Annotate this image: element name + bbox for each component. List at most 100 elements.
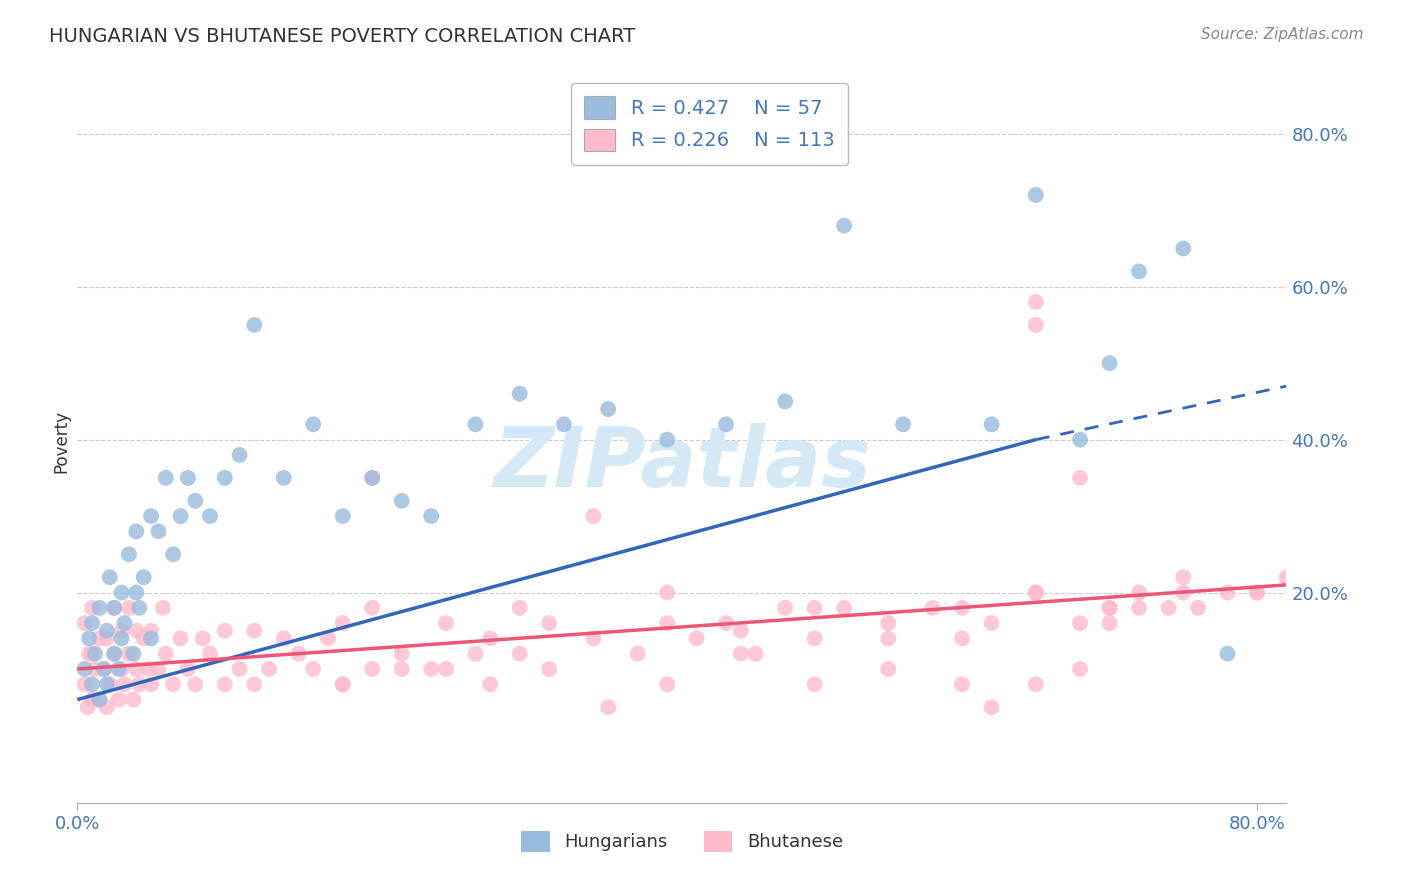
Point <box>198 647 221 661</box>
Point <box>122 692 145 706</box>
Point <box>114 616 136 631</box>
Point <box>434 616 457 631</box>
Point <box>118 647 141 661</box>
Point <box>73 677 96 691</box>
Point <box>103 600 125 615</box>
Point <box>114 677 136 691</box>
Point <box>89 692 111 706</box>
Point <box>332 677 354 691</box>
Point <box>110 662 132 676</box>
Point <box>287 647 309 661</box>
Point <box>152 600 174 615</box>
Point <box>243 624 266 638</box>
Point <box>128 677 150 691</box>
Point <box>1025 585 1047 599</box>
Point <box>198 509 221 524</box>
Point <box>125 624 148 638</box>
Point <box>950 677 973 691</box>
Point <box>89 632 111 646</box>
Point <box>509 647 531 661</box>
Point <box>84 647 107 661</box>
Point <box>803 632 825 646</box>
Point <box>228 448 250 462</box>
Point <box>657 585 679 599</box>
Point <box>479 632 502 646</box>
Point <box>93 662 115 676</box>
Point <box>80 677 103 691</box>
Point <box>139 624 162 638</box>
Point <box>1025 295 1047 310</box>
Point <box>877 632 900 646</box>
Point <box>832 600 855 615</box>
Point <box>257 662 280 676</box>
Point <box>96 624 118 638</box>
Point <box>132 632 155 646</box>
Point <box>1098 600 1121 615</box>
Point <box>273 632 295 646</box>
Point <box>125 662 148 676</box>
Point <box>773 394 796 409</box>
Point <box>125 585 148 599</box>
Point <box>509 600 531 615</box>
Point <box>184 493 207 508</box>
Point <box>155 471 177 485</box>
Point <box>553 417 575 432</box>
Point <box>96 632 118 646</box>
Point <box>77 647 100 661</box>
Point <box>391 493 413 508</box>
Point <box>832 219 855 233</box>
Point <box>744 647 766 661</box>
Point <box>730 647 752 661</box>
Point <box>361 662 384 676</box>
Point <box>1246 585 1268 599</box>
Point <box>1216 647 1239 661</box>
Point <box>80 692 103 706</box>
Point <box>538 616 561 631</box>
Point <box>657 616 679 631</box>
Point <box>177 471 200 485</box>
Point <box>148 662 170 676</box>
Point <box>139 509 162 524</box>
Point <box>950 600 973 615</box>
Point <box>1173 570 1195 584</box>
Point <box>84 662 107 676</box>
Point <box>332 677 354 691</box>
Point <box>73 662 96 676</box>
Point <box>538 662 561 676</box>
Point <box>93 662 115 676</box>
Point <box>1098 600 1121 615</box>
Point <box>950 632 973 646</box>
Point <box>877 616 900 631</box>
Point <box>1128 264 1150 278</box>
Point <box>214 624 236 638</box>
Point <box>214 471 236 485</box>
Point <box>877 662 900 676</box>
Point <box>162 677 184 691</box>
Point <box>980 616 1002 631</box>
Point <box>464 417 486 432</box>
Point <box>184 677 207 691</box>
Point <box>582 509 605 524</box>
Point <box>96 677 118 691</box>
Point <box>921 600 943 615</box>
Point <box>980 700 1002 714</box>
Point <box>89 600 111 615</box>
Point <box>191 632 214 646</box>
Point <box>1025 318 1047 332</box>
Point <box>125 524 148 539</box>
Point <box>1098 356 1121 370</box>
Point <box>228 662 250 676</box>
Point <box>1025 677 1047 691</box>
Point <box>110 624 132 638</box>
Point <box>391 647 413 661</box>
Point <box>730 624 752 638</box>
Point <box>118 547 141 561</box>
Point <box>509 386 531 401</box>
Point <box>1069 616 1091 631</box>
Text: Source: ZipAtlas.com: Source: ZipAtlas.com <box>1201 27 1364 42</box>
Point <box>243 677 266 691</box>
Point <box>464 647 486 661</box>
Point <box>582 632 605 646</box>
Point <box>479 677 502 691</box>
Point <box>103 647 125 661</box>
